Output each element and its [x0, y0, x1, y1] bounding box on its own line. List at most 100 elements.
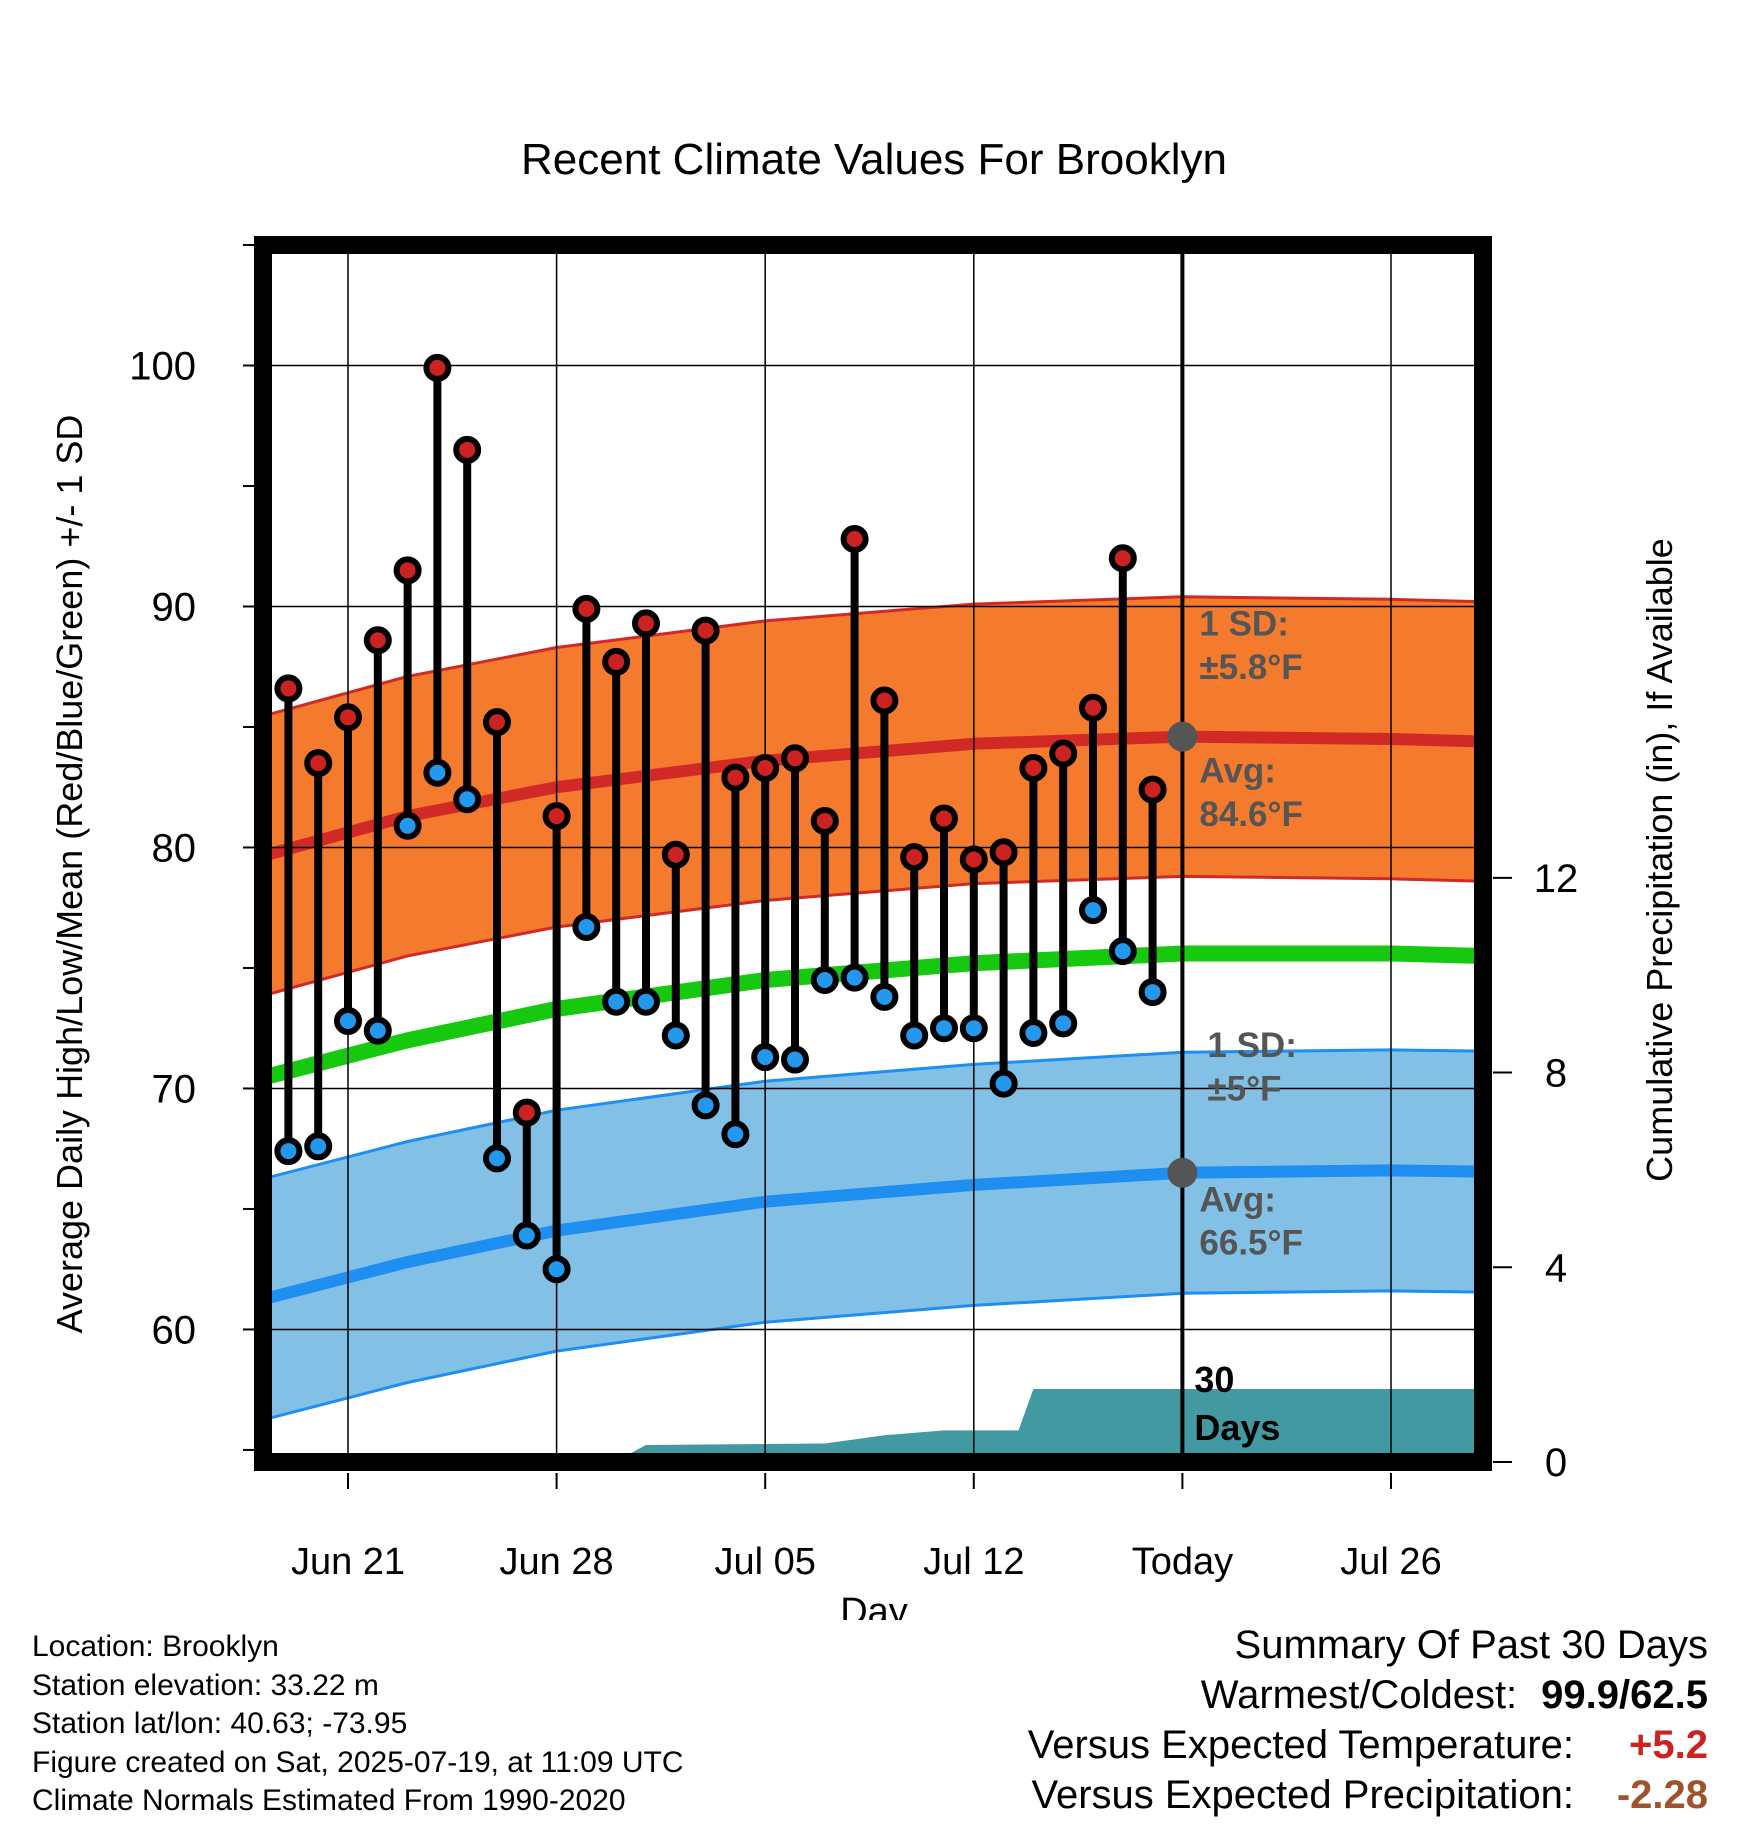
summary-temp: Versus Expected Temperature: +5.2	[1028, 1720, 1708, 1770]
y-tick-label: 80	[152, 826, 197, 870]
low-temp-point	[274, 1137, 303, 1166]
y-tick-label: 70	[152, 1067, 197, 1111]
y2-tick-label: 0	[1545, 1441, 1567, 1485]
low-temp-point	[572, 913, 601, 942]
high-avg-label: Avg:	[1199, 751, 1275, 790]
high-temp-point	[989, 838, 1018, 867]
high-temp-point	[542, 802, 571, 831]
low-temp-point	[1108, 937, 1137, 966]
summary-warm-cold: Warmest/Coldest: 99.9/62.5	[1028, 1670, 1708, 1720]
window-label-number: 30	[1194, 1359, 1234, 1400]
temp-label: Versus Expected Temperature:	[1027, 1723, 1574, 1767]
plot-area: 1 SD: ±5.8°F Avg: 84.6°F 1 SD: ±5°F Avg: 66.5°F…	[129, 236, 1579, 1583]
low-temp-point	[870, 982, 899, 1011]
summary-precip: Versus Expected Precipitation: -2.28	[1028, 1770, 1708, 1820]
high-temp-point	[363, 626, 392, 655]
today-high-avg-point	[1167, 721, 1198, 752]
normal-low-band-upper	[263, 1048, 1483, 1181]
low-temp-point	[840, 963, 869, 992]
latlon-text: Station lat/lon: 40.63; -73.95	[32, 1707, 408, 1740]
created-text: Figure created on Sat, 2025-07-19, at 11…	[32, 1745, 684, 1779]
high-temp-point	[1079, 693, 1107, 722]
normal-low-avg-line	[263, 1164, 1483, 1306]
high-temp-point	[721, 763, 750, 792]
station-info: Location: Brooklyn Station elevation: 33…	[32, 1628, 684, 1821]
low-temp-point	[1049, 1009, 1078, 1038]
x-tick-label: Jun 28	[500, 1541, 614, 1583]
y2-tick-label: 4	[1545, 1246, 1567, 1290]
normal-high-avg-line	[263, 730, 1483, 863]
low-temp-point	[393, 811, 422, 840]
y-tick-label: 60	[152, 1308, 197, 1352]
low-temp-point	[423, 758, 452, 787]
low-sd-label: 1 SD:	[1207, 1026, 1296, 1065]
x-tick-label: Jul 12	[923, 1541, 1024, 1583]
high-temp-point	[1108, 544, 1137, 573]
high-temp-point	[930, 804, 958, 833]
high-temp-point	[1049, 739, 1078, 768]
low-temp-point	[334, 1006, 362, 1035]
precip-area	[263, 1389, 1483, 1462]
high-temp-point	[274, 674, 303, 703]
low-temp-point	[453, 785, 482, 814]
low-temp-point	[930, 1014, 958, 1043]
y2-tick-label: 8	[1545, 1052, 1567, 1096]
normal-mean-line	[263, 945, 1483, 1086]
precip-value: -2.28	[1616, 1773, 1708, 1817]
plot-content: 1 SD: ±5.8°F Avg: 84.6°F 1 SD: ±5°F Avg: 66.5°F…	[263, 245, 1483, 1462]
low-temp-point	[721, 1120, 750, 1149]
high-temp-point	[900, 843, 929, 872]
y-axis-label: Average Daily High/Low/Mean (Red/Blue/Gr…	[49, 415, 90, 1334]
low-temp-point	[959, 1014, 988, 1043]
high-temp-point	[870, 686, 899, 715]
high-temp-point	[512, 1098, 541, 1127]
x-tick-label: Today	[1132, 1541, 1233, 1583]
normal-high-band-upper	[263, 595, 1483, 718]
low-temp-point	[304, 1132, 333, 1161]
low-temp-point	[1138, 978, 1167, 1007]
low-temp-point	[989, 1069, 1018, 1098]
low-temp-point	[483, 1144, 511, 1173]
high-sd-label: 1 SD:	[1199, 604, 1288, 643]
high-sd-value: ±5.8°F	[1199, 648, 1302, 687]
y-tick-label: 100	[129, 344, 196, 388]
warm-cold-label: Warmest/Coldest:	[1200, 1673, 1518, 1717]
high-temp-point	[304, 749, 333, 778]
warm-cold-value: 99.9/62.5	[1541, 1673, 1708, 1717]
y2-tick-label: 12	[1534, 857, 1579, 901]
low-avg-value: 66.5°F	[1199, 1224, 1303, 1263]
normal-high-band	[263, 596, 1483, 996]
low-temp-point	[363, 1016, 392, 1045]
high-temp-point	[691, 616, 720, 645]
summary-panel: Summary Of Past 30 Days Warmest/Coldest:…	[1028, 1620, 1708, 1820]
low-temp-point	[781, 1045, 809, 1074]
high-temp-point	[781, 744, 809, 773]
y-tick-label: 90	[152, 585, 197, 629]
high-avg-value: 84.6°F	[1199, 795, 1303, 834]
low-sd-value: ±5°F	[1207, 1070, 1281, 1109]
location-text: Location: Brooklyn	[32, 1630, 279, 1663]
low-temp-point	[542, 1255, 571, 1284]
chart-title: Recent Climate Values For Brooklyn	[521, 135, 1227, 184]
low-temp-point	[1019, 1019, 1048, 1048]
high-temp-point	[632, 609, 660, 638]
x-axis-label: Day	[840, 1591, 908, 1620]
low-temp-point	[810, 966, 839, 995]
x-tick-label: Jun 21	[291, 1541, 405, 1583]
x-tick-label: Jul 05	[714, 1541, 815, 1583]
y2-axis-label: Cumulative Precipitation (in), If Availa…	[1639, 538, 1680, 1182]
low-temp-point	[751, 1043, 780, 1072]
normal-low-band	[263, 1049, 1483, 1420]
high-temp-point	[602, 647, 631, 676]
high-temp-point	[751, 753, 780, 782]
x-tick-label: Jul 26	[1340, 1541, 1441, 1583]
high-temp-point	[334, 703, 362, 732]
climate-chart: Recent Climate Values For Brooklyn 1 SD:…	[49, 135, 1680, 1620]
low-temp-point	[900, 1021, 929, 1050]
low-temp-point	[661, 1021, 690, 1050]
high-temp-point	[661, 840, 690, 869]
precip-label: Versus Expected Precipitation:	[1031, 1773, 1574, 1817]
high-temp-point	[959, 845, 988, 874]
plot-frame	[254, 236, 1492, 1471]
low-temp-point	[691, 1091, 720, 1120]
